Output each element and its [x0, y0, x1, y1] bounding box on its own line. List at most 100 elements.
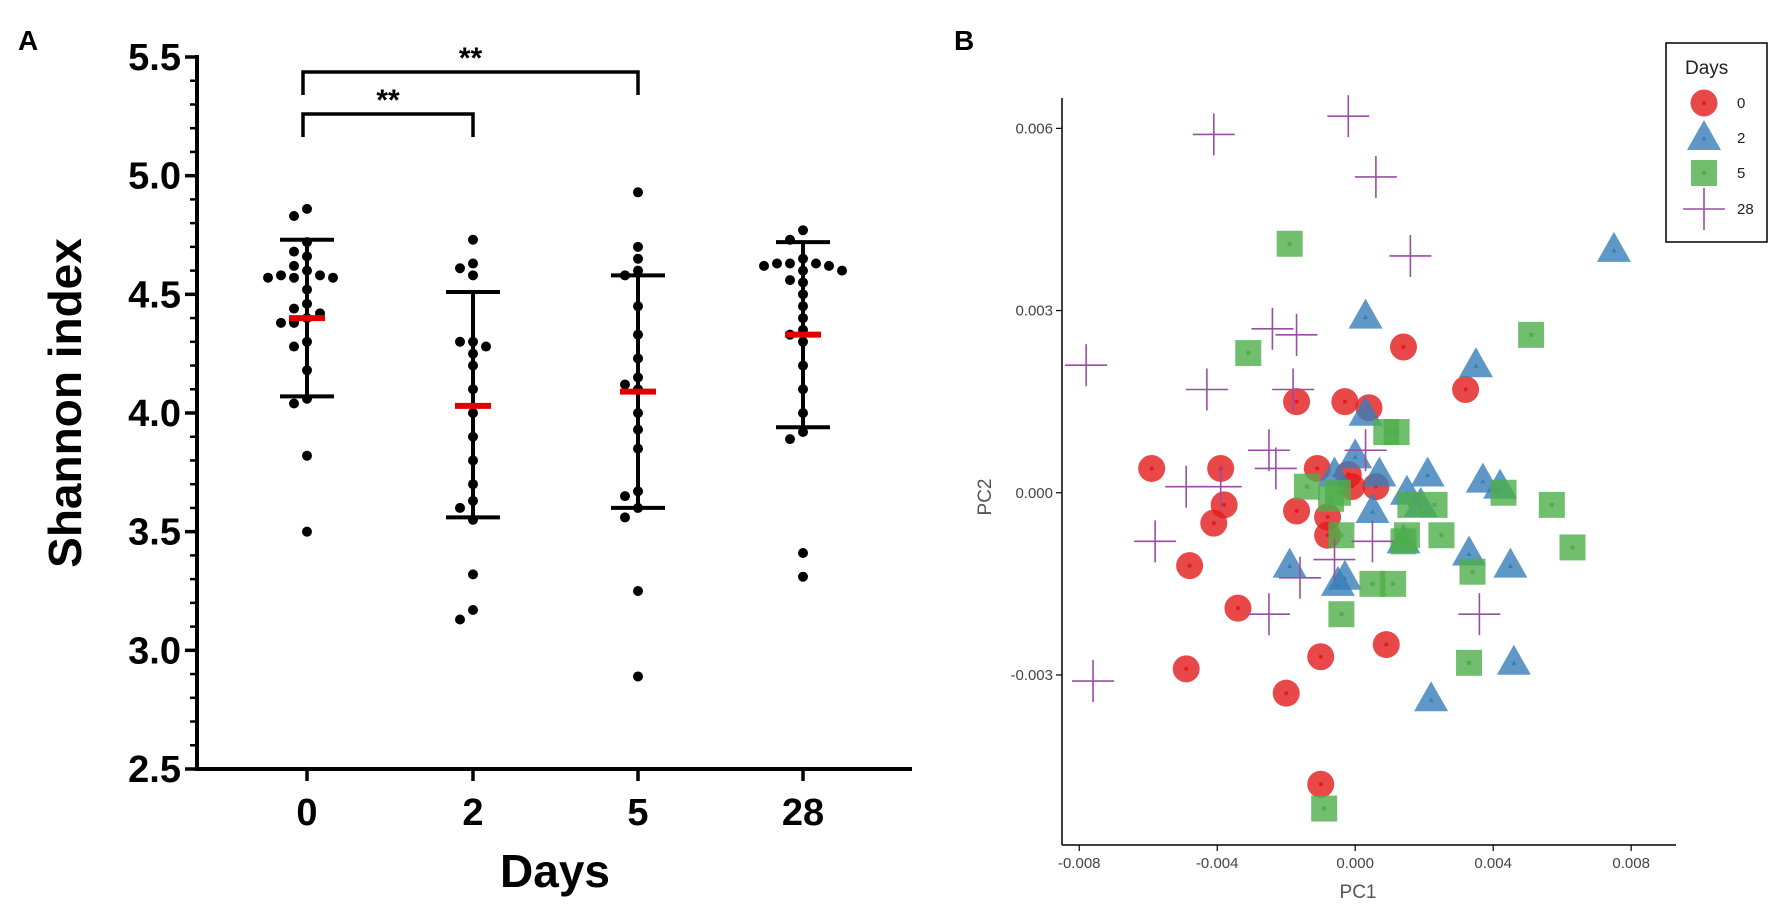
- b-point-day-2: [1458, 347, 1493, 378]
- a-data-point-day-5: [633, 372, 643, 383]
- b-point-day-5: [1428, 522, 1455, 549]
- a-data-point-day-0: [289, 260, 299, 271]
- b-point-day-0: [1283, 388, 1311, 416]
- b-point-day-5-center: [1529, 332, 1534, 337]
- a-data-point-day-28: [785, 275, 795, 286]
- b-point-day-2: [1496, 644, 1531, 675]
- a-data-point-day-28: [798, 313, 808, 324]
- b-point-day-2-center: [1376, 472, 1382, 478]
- b-point-day-0-center: [1235, 606, 1240, 611]
- b-point-day-5: [1490, 479, 1517, 506]
- b-point-day-28: [1272, 368, 1315, 411]
- a-data-point-day-2: [468, 234, 478, 245]
- legend-title: Days: [1685, 58, 1728, 79]
- a-data-point-day-2: [468, 348, 478, 359]
- b-y-tick-label: 0.006: [1015, 120, 1053, 137]
- a-y-tick-label: 3.0: [128, 630, 181, 672]
- legend-label-28: 28: [1737, 201, 1754, 218]
- legend-key-2-center: [1701, 136, 1707, 141]
- panel-a-x-axis-title: Days: [500, 845, 610, 897]
- b-point-day-0: [1272, 679, 1300, 707]
- a-data-point-day-0: [263, 272, 273, 283]
- a-data-point-day-0: [289, 341, 299, 352]
- a-data-point-day-0: [302, 203, 312, 214]
- a-data-point-day-2: [455, 614, 465, 625]
- b-point-day-2-body: [1327, 559, 1362, 590]
- a-data-point-day-5: [620, 491, 630, 502]
- b-point-day-0-center: [1294, 508, 1299, 513]
- b-point-day-2-body: [1596, 231, 1631, 262]
- a-data-point-day-0: [302, 265, 312, 276]
- b-point-day-2-body: [1348, 298, 1383, 329]
- b-point-day-5: [1311, 795, 1338, 822]
- b-point-day-2-center: [1425, 472, 1431, 478]
- b-point-day-5-center: [1439, 533, 1444, 538]
- b-point-day-5-center: [1401, 539, 1406, 544]
- a-data-point-day-5: [633, 486, 643, 497]
- a-data-point-day-5: [633, 408, 643, 418]
- a-data-point-day-5: [633, 586, 643, 596]
- b-point-day-2-center: [1507, 563, 1513, 569]
- b-point-day-5-center: [1391, 581, 1396, 586]
- a-data-point-day-0: [289, 303, 299, 314]
- b-point-day-0-center: [1222, 502, 1227, 507]
- a-data-point-day-5: [620, 379, 630, 390]
- b-point-day-2: [1348, 298, 1383, 329]
- b-point-day-5: [1518, 321, 1545, 348]
- a-data-point-day-5: [633, 671, 643, 682]
- a-data-point-day-28: [798, 301, 808, 312]
- panel-a-letter: A: [18, 25, 38, 56]
- b-point-day-28: [1065, 344, 1108, 387]
- a-y-tick-label: 5.0: [128, 156, 181, 198]
- b-point-day-5: [1538, 491, 1565, 518]
- panel-a-significance: ** **: [301, 42, 640, 137]
- a-data-point-day-28: [798, 336, 808, 347]
- b-point-day-2-center: [1511, 660, 1517, 666]
- b-point-day-2-body: [1362, 456, 1397, 487]
- b-point-day-5-center: [1432, 502, 1437, 507]
- a-data-point-day-2: [455, 263, 465, 274]
- b-point-day-2: [1355, 492, 1390, 523]
- b-point-day-2: [1272, 547, 1307, 578]
- b-point-day-5: [1456, 649, 1483, 676]
- panel-b-pca-plot: -0.008 -0.004 0.000 0.004 0.008 -0.003 0.000 0.…: [975, 42, 1768, 903]
- b-point-day-5: [1328, 522, 1355, 549]
- a-data-point-day-2: [468, 258, 478, 269]
- b-point-day-28: [1354, 155, 1397, 198]
- b-point-day-28: [1279, 556, 1322, 599]
- a-data-point-day-2: [468, 431, 478, 442]
- a-significance-label: **: [459, 42, 483, 75]
- b-point-day-2: [1348, 395, 1383, 426]
- b-point-day-2: [1452, 535, 1487, 566]
- b-point-day-28: [1389, 234, 1432, 277]
- b-point-day-2-body: [1317, 456, 1352, 487]
- a-y-tick-label: 4.5: [128, 274, 181, 316]
- b-point-day-2-center: [1342, 575, 1348, 581]
- legend-key-5: [1691, 160, 1717, 186]
- b-point-day-0-center: [1294, 399, 1299, 404]
- panel-b-x-axis-title: PC1: [1340, 882, 1377, 903]
- b-point-day-28: [1254, 447, 1297, 490]
- b-point-day-28: [1251, 307, 1294, 350]
- legend-key-2: [1687, 120, 1721, 150]
- b-point-day-0: [1372, 631, 1400, 659]
- b-point-day-0-center: [1315, 466, 1320, 471]
- b-y-tick-label: -0.003: [1010, 667, 1053, 684]
- panel-a-marks: [263, 187, 847, 682]
- b-point-day-0-center: [1342, 399, 1347, 404]
- b-point-day-5: [1397, 491, 1424, 518]
- b-point-day-5: [1328, 601, 1355, 628]
- b-point-day-5: [1293, 473, 1320, 500]
- b-point-day-0: [1200, 509, 1228, 537]
- a-data-point-day-5: [633, 443, 643, 454]
- b-point-day-0: [1176, 552, 1204, 580]
- a-data-point-day-28: [772, 258, 782, 269]
- b-point-day-2-center: [1611, 247, 1617, 253]
- a-data-point-day-5: [633, 329, 643, 340]
- legend-key-0-center: [1702, 101, 1706, 105]
- b-point-day-2: [1362, 456, 1397, 487]
- panel-b-legend: Days 0 2 5 28: [1665, 42, 1768, 243]
- legend-key-5-center: [1702, 171, 1706, 175]
- b-point-day-2-body: [1493, 547, 1528, 578]
- a-data-point-day-28: [811, 258, 821, 269]
